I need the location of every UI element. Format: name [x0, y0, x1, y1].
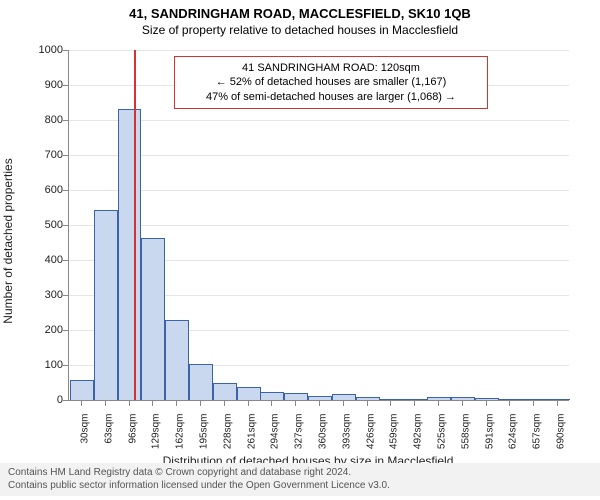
y-tick [63, 260, 69, 261]
annotation-title: 41 SANDRINGHAM ROAD: 120sqm [181, 61, 481, 75]
y-tick [63, 85, 69, 86]
y-tick [63, 155, 69, 156]
x-tick-label: 492sqm [413, 414, 424, 450]
x-tick-label: 129sqm [151, 414, 162, 450]
x-tick [462, 400, 463, 406]
histogram-bar [165, 320, 189, 400]
histogram-bar [237, 387, 261, 400]
x-tick-label: 657sqm [532, 414, 543, 450]
x-tick [152, 400, 153, 406]
x-tick [200, 400, 201, 406]
x-tick [105, 400, 106, 406]
x-tick [367, 400, 368, 406]
x-tick [486, 400, 487, 406]
x-tick-label: 96sqm [127, 414, 138, 444]
y-tick-label: 1000 [25, 44, 63, 56]
x-tick [414, 400, 415, 406]
attribution-footer: Contains HM Land Registry data © Crown c… [0, 463, 600, 496]
x-tick-label: 63sqm [103, 414, 114, 444]
histogram-bar [284, 393, 308, 400]
x-tick-label: 459sqm [389, 414, 400, 450]
y-tick-label: 0 [25, 394, 63, 406]
x-tick [81, 400, 82, 406]
x-tick-label: 591sqm [484, 414, 495, 450]
y-tick [63, 400, 69, 401]
y-tick [63, 295, 69, 296]
histogram-bar [94, 210, 118, 400]
footer-line-1: Contains HM Land Registry data © Crown c… [8, 467, 592, 480]
x-tick-label: 228sqm [222, 414, 233, 450]
grid-line [69, 120, 569, 121]
x-tick [271, 400, 272, 406]
page-subtitle: Size of property relative to detached ho… [0, 23, 600, 37]
grid-line [69, 225, 569, 226]
x-tick [509, 400, 510, 406]
histogram-bar [141, 238, 165, 400]
x-tick [129, 400, 130, 406]
x-tick-label: 360sqm [318, 414, 329, 450]
grid-line [69, 155, 569, 156]
y-tick-label: 500 [25, 219, 63, 231]
x-tick-label: 30sqm [79, 414, 90, 444]
grid-line [69, 190, 569, 191]
y-tick [63, 50, 69, 51]
x-tick [557, 400, 558, 406]
histogram-bar [189, 364, 213, 400]
y-tick-label: 200 [25, 324, 63, 336]
x-tick-label: 690sqm [556, 414, 567, 450]
x-tick-label: 261sqm [246, 414, 257, 450]
page-title: 41, SANDRINGHAM ROAD, MACCLESFIELD, SK10… [0, 6, 600, 21]
y-tick-label: 600 [25, 184, 63, 196]
y-tick [63, 190, 69, 191]
y-tick [63, 225, 69, 226]
footer-line-2: Contains public sector information licen… [8, 480, 592, 493]
x-tick-label: 558sqm [460, 414, 471, 450]
x-tick [176, 400, 177, 406]
x-tick [533, 400, 534, 406]
property-marker-line [134, 50, 136, 400]
x-tick-label: 294sqm [270, 414, 281, 450]
x-tick-label: 393sqm [341, 414, 352, 450]
y-tick [63, 365, 69, 366]
histogram-bar [70, 380, 94, 400]
y-tick-label: 100 [25, 359, 63, 371]
y-tick-label: 800 [25, 114, 63, 126]
y-tick-label: 700 [25, 149, 63, 161]
y-tick-label: 900 [25, 79, 63, 91]
y-axis-label: Number of detached properties [1, 158, 15, 323]
grid-line [69, 50, 569, 51]
plot-area: 0100200300400500600700800900100030sqm63s… [68, 50, 569, 401]
x-tick [343, 400, 344, 406]
x-tick-label: 162sqm [175, 414, 186, 450]
x-tick [224, 400, 225, 406]
x-tick-label: 327sqm [294, 414, 305, 450]
annotation-line-smaller: ← 52% of detached houses are smaller (1,… [181, 75, 481, 89]
histogram-bar [213, 383, 237, 400]
y-tick [63, 120, 69, 121]
annotation-box: 41 SANDRINGHAM ROAD: 120sqm← 52% of deta… [174, 56, 488, 109]
chart-container: Number of detached properties 0100200300… [48, 50, 568, 432]
y-tick-label: 400 [25, 254, 63, 266]
x-tick [438, 400, 439, 406]
x-tick [390, 400, 391, 406]
x-tick-label: 624sqm [508, 414, 519, 450]
x-tick-label: 525sqm [437, 414, 448, 450]
y-tick-label: 300 [25, 289, 63, 301]
x-tick-label: 195sqm [198, 414, 209, 450]
histogram-bar [118, 109, 142, 401]
x-tick [248, 400, 249, 406]
x-tick [319, 400, 320, 406]
annotation-line-larger: 47% of semi-detached houses are larger (… [181, 90, 481, 104]
y-tick [63, 330, 69, 331]
x-tick-label: 426sqm [365, 414, 376, 450]
x-tick [295, 400, 296, 406]
histogram-bar [260, 392, 284, 400]
